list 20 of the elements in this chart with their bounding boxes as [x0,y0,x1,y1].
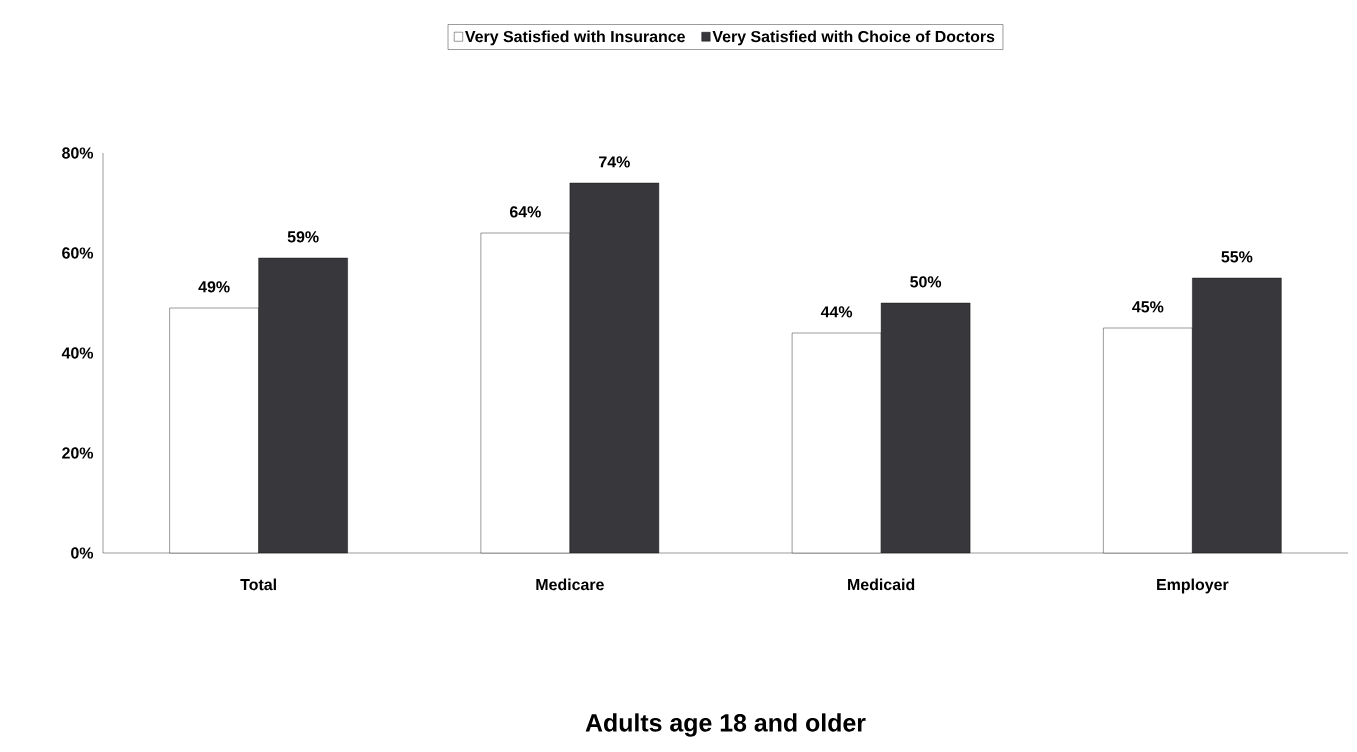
y-tick-label: 0% [71,547,94,559]
y-tick-label: 40% [61,347,94,359]
y-tick-label: 20% [62,447,94,459]
legend-label: Very Satisfied with Choice of Doctors [712,30,995,46]
legend-label: Very Satisfied with Insurance [465,30,685,46]
data-label: 55% [1221,251,1253,263]
x-tick-label: Total [240,578,276,591]
x-tick-label: Employer [1157,578,1229,594]
data-label: 59% [287,231,319,243]
data-label: 50% [910,276,942,288]
data-label: 49% [198,281,230,293]
data-label: 74% [599,156,630,168]
y-tick-label: 80% [62,147,94,159]
x-tick-label: Medicare [536,578,604,591]
x-axis-title: Adults age 18 and older [585,713,866,737]
data-label: 44% [820,306,853,318]
data-label: 45% [1132,301,1164,313]
data-label: 64% [509,206,541,218]
x-tick-label: Medicaid [848,578,915,591]
y-tick-label: 60% [62,247,94,259]
